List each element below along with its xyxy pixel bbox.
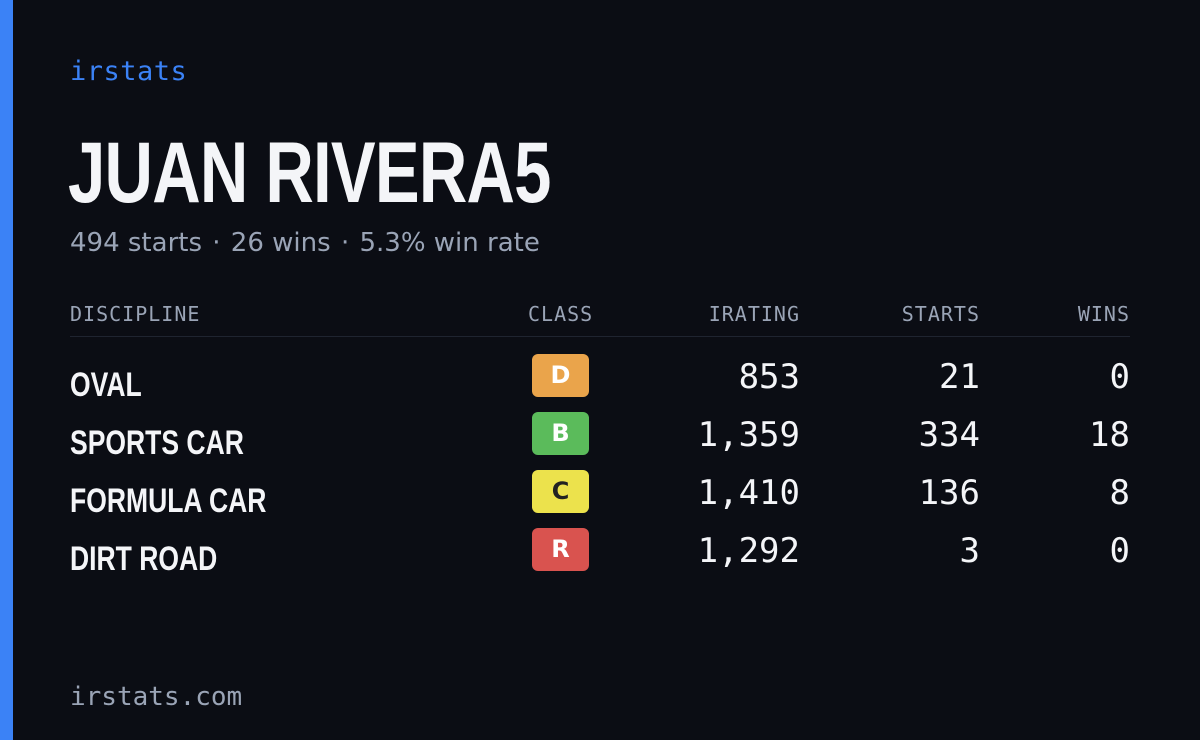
column-header-class: CLASS bbox=[528, 302, 593, 326]
summary-separator: · bbox=[212, 228, 220, 258]
column-header-irating: IRATING bbox=[709, 302, 800, 326]
site-url: irstats.com bbox=[70, 682, 242, 712]
wins-value: 18 bbox=[1089, 415, 1130, 455]
table-row: OVAL D 853 21 0 bbox=[0, 354, 1200, 412]
wins-value: 0 bbox=[1110, 531, 1130, 571]
table-row: FORMULA CAR C 1,410 136 8 bbox=[0, 470, 1200, 528]
wins-value: 8 bbox=[1110, 473, 1130, 513]
header-divider bbox=[70, 336, 1130, 337]
table-row: SPORTS CAR B 1,359 334 18 bbox=[0, 412, 1200, 470]
discipline-name: OVAL bbox=[70, 366, 142, 405]
summary-starts: 494 starts bbox=[70, 228, 202, 258]
discipline-name: SPORTS CAR bbox=[70, 424, 244, 463]
wins-value: 0 bbox=[1110, 357, 1130, 397]
discipline-name: FORMULA CAR bbox=[70, 482, 266, 521]
summary-wins: 26 wins bbox=[231, 228, 331, 258]
starts-value: 334 bbox=[919, 415, 980, 455]
irating-value: 1,359 bbox=[698, 415, 800, 455]
summary-win-rate: 5.3% win rate bbox=[359, 228, 539, 258]
column-header-discipline: DISCIPLINE bbox=[70, 302, 200, 326]
license-class-badge: C bbox=[532, 470, 589, 513]
irating-value: 853 bbox=[739, 357, 800, 397]
starts-value: 21 bbox=[939, 357, 980, 397]
career-summary: 494 starts · 26 wins · 5.3% win rate bbox=[70, 228, 540, 258]
license-class-badge: B bbox=[532, 412, 589, 455]
column-header-starts: STARTS bbox=[902, 302, 980, 326]
discipline-name: DIRT ROAD bbox=[70, 540, 217, 579]
irating-value: 1,410 bbox=[698, 473, 800, 513]
driver-name: JUAN RIVERA5 bbox=[68, 130, 551, 216]
starts-value: 136 bbox=[919, 473, 980, 513]
starts-value: 3 bbox=[960, 531, 980, 571]
license-class-badge: R bbox=[532, 528, 589, 571]
column-header-wins: WINS bbox=[1078, 302, 1130, 326]
summary-separator: · bbox=[341, 228, 349, 258]
table-row: DIRT ROAD R 1,292 3 0 bbox=[0, 528, 1200, 586]
irating-value: 1,292 bbox=[698, 531, 800, 571]
license-class-badge: D bbox=[532, 354, 589, 397]
brand-logo: irstats bbox=[70, 56, 187, 87]
